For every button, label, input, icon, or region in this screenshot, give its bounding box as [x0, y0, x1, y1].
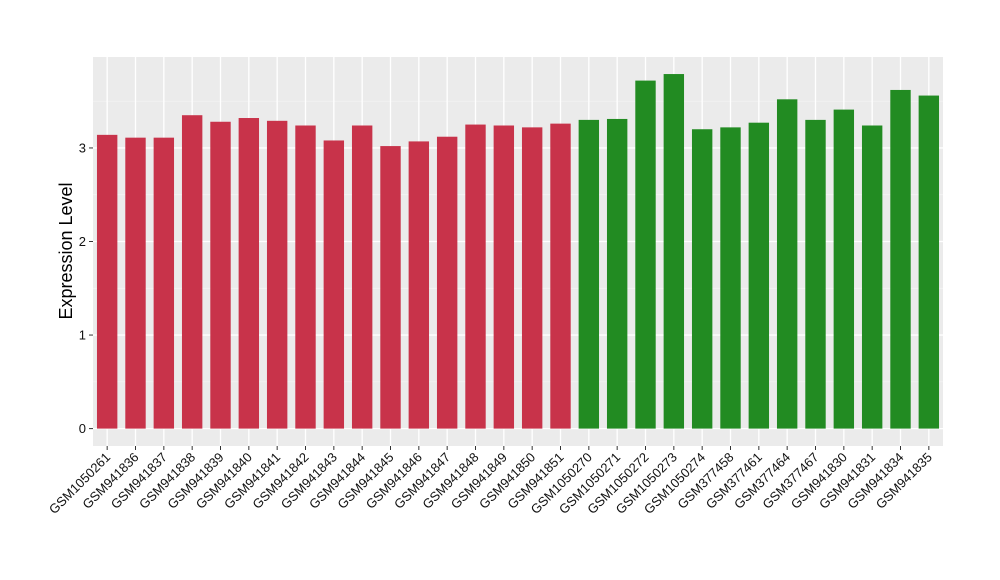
- bar: [295, 125, 316, 429]
- bar: [578, 119, 600, 429]
- x-axis: GSM1050261GSM941836GSM941837GSM941838GSM…: [46, 446, 935, 517]
- bar: [663, 74, 685, 429]
- bar: [833, 109, 855, 429]
- bar: [436, 136, 458, 429]
- y-axis-title: Expression Level: [56, 182, 76, 319]
- bar: [493, 125, 515, 429]
- bar: [210, 121, 231, 429]
- bar: [521, 127, 543, 429]
- bar: [408, 141, 430, 429]
- bar: [153, 137, 175, 429]
- bar: [861, 125, 883, 429]
- y-tick-label: 3: [79, 140, 86, 155]
- bar: [96, 134, 118, 429]
- bar: [323, 140, 345, 429]
- bar: [720, 127, 741, 429]
- y-tick-label: 2: [79, 234, 86, 249]
- bar: [890, 89, 911, 429]
- bar: [635, 80, 656, 429]
- bar: [238, 118, 260, 429]
- bar: [266, 120, 288, 429]
- bar: [805, 119, 826, 429]
- bar: [465, 124, 486, 429]
- bar: [181, 115, 203, 429]
- bar: [380, 146, 401, 429]
- bar: [125, 137, 146, 429]
- bar: [351, 125, 373, 429]
- plot-panel: [93, 57, 943, 446]
- bar: [748, 122, 770, 429]
- bar: [776, 99, 798, 429]
- bar: [550, 123, 571, 429]
- y-axis: 0 1 2 3: [79, 140, 93, 436]
- y-tick-label: 0: [79, 421, 86, 436]
- bar: [918, 95, 940, 429]
- y-tick-label: 1: [79, 328, 86, 343]
- bars: [96, 74, 940, 429]
- bar: [606, 118, 628, 429]
- bar: [691, 129, 713, 429]
